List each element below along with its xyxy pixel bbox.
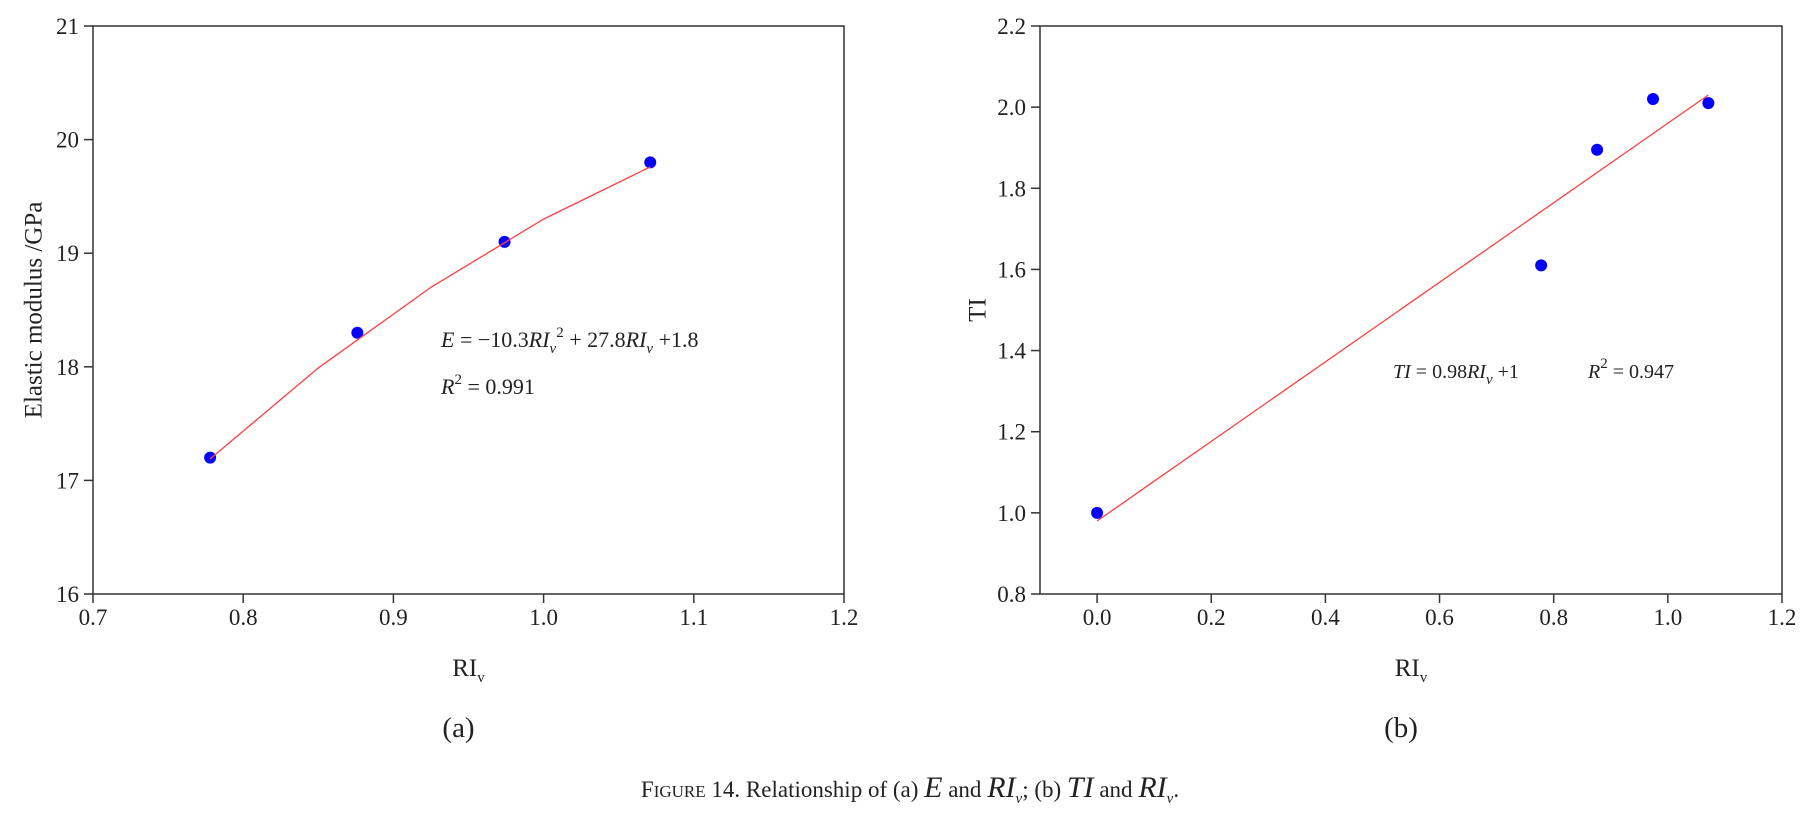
x-tick-label: 0.7: [79, 605, 108, 630]
caption-part: F: [641, 777, 654, 802]
y-tick-label: 1.2: [997, 420, 1026, 445]
eq-part: +1.8: [653, 327, 698, 352]
x-tick-label: 1.0: [1653, 605, 1682, 630]
x-tick-label: 1.1: [679, 605, 708, 630]
caption-part: v: [1167, 791, 1174, 807]
x-tick-label: 0.0: [1083, 605, 1112, 630]
plot-frame: [92, 25, 845, 595]
eq-part: R: [440, 374, 455, 399]
eq-part: = 0.947: [1608, 361, 1674, 383]
eq-part: 2: [1600, 356, 1608, 372]
data-point: [1535, 259, 1548, 272]
equation: R2 = 0.991: [440, 372, 535, 399]
caption-part: .: [1173, 777, 1179, 802]
caption-part: IGURE: [654, 782, 706, 801]
data-point: [1591, 143, 1604, 156]
x-axis-label-part: v: [1420, 670, 1428, 686]
y-axis-label: TI: [965, 298, 992, 322]
fit-line: [209, 166, 651, 460]
eq-part: E: [440, 327, 455, 352]
y-tick-label: 2.2: [997, 14, 1026, 39]
data-point: [644, 156, 657, 169]
eq-part: TI: [1393, 361, 1412, 383]
plot-frame: [1039, 25, 1783, 595]
y-tick-label: 18: [56, 355, 79, 380]
caption-part: TI: [1067, 771, 1096, 804]
eq-part: +1: [1493, 361, 1519, 383]
panel-label: (a): [442, 712, 474, 744]
y-tick-label: 0.8: [997, 582, 1026, 607]
equation: TI = 0.98RIv +1: [1393, 361, 1519, 388]
x-tick-label: 0.4: [1311, 605, 1340, 630]
x-tick-label: 0.2: [1197, 605, 1226, 630]
data-point: [204, 451, 217, 464]
x-axis-label: RIv: [1395, 655, 1428, 686]
x-tick-label: 1.0: [529, 605, 558, 630]
eq-part: = 0.98: [1411, 361, 1467, 383]
y-tick-label: 17: [56, 468, 79, 493]
eq-part: v: [550, 341, 557, 357]
caption-part: RI: [1137, 771, 1168, 804]
data-point: [351, 326, 364, 339]
caption-part: 14. Relationship of (a): [706, 777, 924, 802]
data-point: [1091, 506, 1104, 519]
x-axis-label-part: v: [477, 670, 485, 686]
caption-part: v: [1016, 791, 1023, 807]
caption-part: RI: [986, 771, 1017, 804]
y-tick-label: 2.0: [997, 95, 1026, 120]
equation: R2 = 0.947: [1587, 356, 1674, 383]
x-tick-label: 0.8: [1539, 605, 1568, 630]
y-tick-label: 16: [56, 582, 79, 607]
y-tick-label: 19: [56, 241, 79, 266]
y-tick-label: 20: [56, 128, 79, 153]
data-point: [1647, 93, 1660, 106]
equation: E = −10.3RIv2 + 27.8RIv +1.8: [440, 325, 699, 357]
eq-part: = 0.991: [462, 374, 535, 399]
caption-part: and: [942, 777, 987, 802]
x-axis-label: RIv: [452, 655, 485, 686]
eq-part: v: [646, 341, 653, 357]
eq-part: 2: [556, 325, 564, 341]
eq-part: + 27.8: [564, 327, 626, 352]
eq-part: = −10.3: [454, 327, 528, 352]
panel-label: (b): [1384, 712, 1418, 744]
caption: FIGURE 14. Relationship of (a) E and RIv…: [641, 771, 1179, 807]
eq-part: RI: [528, 327, 551, 352]
eq-part: 2: [454, 372, 462, 388]
y-tick-label: 1.4: [997, 339, 1026, 364]
eq-part: RI: [1466, 361, 1487, 383]
x-tick-label: 0.8: [229, 605, 258, 630]
eq-part: RI: [625, 327, 648, 352]
x-axis-label-part: RI: [1395, 655, 1420, 682]
y-tick-label: 1.0: [997, 501, 1026, 526]
y-tick-label: 21: [56, 14, 79, 39]
x-tick-label: 1.2: [1768, 605, 1797, 630]
eq-part: R: [1587, 361, 1600, 383]
data-point: [1702, 97, 1715, 110]
x-tick-label: 0.9: [379, 605, 408, 630]
x-tick-label: 1.2: [830, 605, 859, 630]
y-tick-label: 1.6: [997, 257, 1026, 282]
y-axis-label: Elastic modulus /GPa: [21, 202, 48, 419]
fit-line: [1096, 94, 1709, 522]
caption-part: ; (b): [1022, 777, 1067, 802]
x-axis-label-part: RI: [452, 655, 477, 682]
caption-part: and: [1094, 777, 1139, 802]
caption-part: E: [923, 771, 942, 804]
eq-part: v: [1486, 372, 1493, 388]
y-tick-label: 1.8: [997, 176, 1026, 201]
x-tick-label: 0.6: [1425, 605, 1454, 630]
